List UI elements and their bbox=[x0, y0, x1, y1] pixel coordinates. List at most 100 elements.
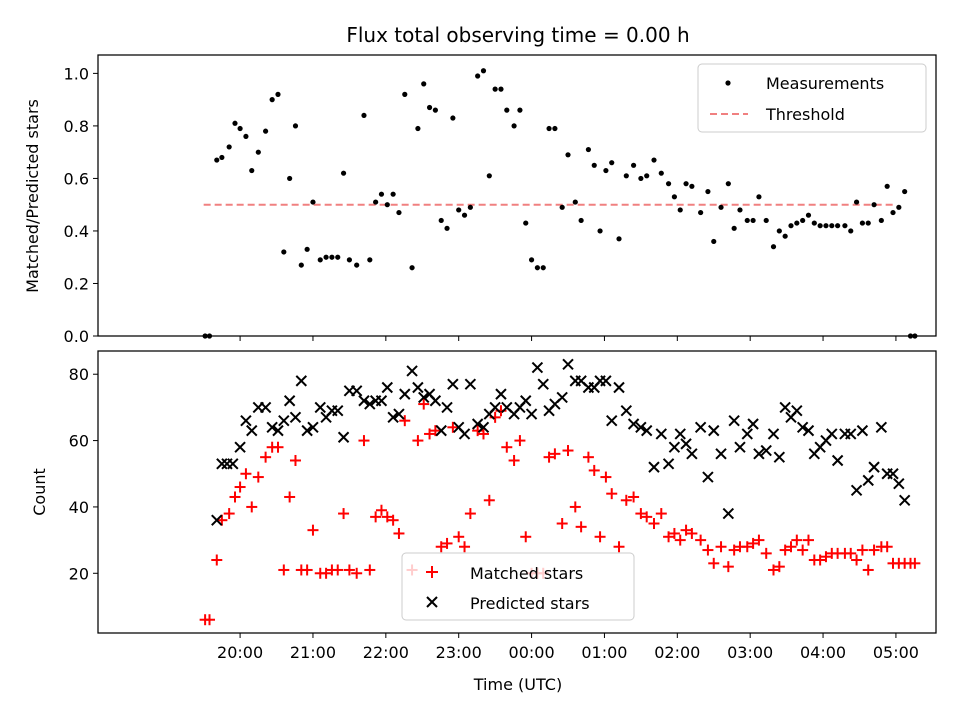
predicted-point-69 bbox=[635, 421, 647, 434]
matched-point-12 bbox=[272, 441, 284, 453]
measurement-point-19 bbox=[317, 257, 323, 263]
predicted-point-13 bbox=[289, 411, 302, 424]
matched-point-2 bbox=[211, 554, 223, 566]
predicted-point-89 bbox=[767, 428, 780, 440]
matched-point-40 bbox=[441, 537, 453, 549]
matched-point-81 bbox=[702, 544, 714, 556]
predicted-point-21 bbox=[337, 431, 350, 443]
measurement-point-17 bbox=[304, 246, 310, 252]
bottom-xtick-label-9: 05:00 bbox=[873, 643, 919, 662]
matched-point-90 bbox=[760, 547, 772, 559]
matched-point-3 bbox=[216, 514, 228, 526]
matched-point-105 bbox=[851, 554, 863, 566]
measurement-point-100 bbox=[823, 223, 829, 229]
bottom-xtick-label-8: 04:00 bbox=[800, 643, 846, 662]
matched-point-100 bbox=[820, 551, 832, 563]
matched-point-15 bbox=[289, 454, 301, 466]
measurement-point-101 bbox=[829, 223, 835, 229]
measurement-point-108 bbox=[871, 202, 877, 208]
measurement-point-115 bbox=[912, 333, 918, 339]
matched-point-20 bbox=[320, 567, 332, 579]
measurement-point-97 bbox=[805, 212, 812, 218]
matched-point-80 bbox=[695, 534, 707, 546]
matched-point-69 bbox=[620, 494, 632, 506]
predicted-point-82 bbox=[722, 507, 735, 520]
matched-point-78 bbox=[680, 524, 692, 536]
chart-title: Flux total observing time = 0.00 h bbox=[346, 23, 689, 47]
matched-point-46 bbox=[477, 428, 489, 440]
predicted-point-58 bbox=[562, 358, 574, 370]
matched-point-87 bbox=[741, 541, 753, 553]
predicted-point-31 bbox=[399, 388, 411, 400]
predicted-point-70 bbox=[641, 424, 653, 437]
bottom-ytick-label-3: 80 bbox=[69, 365, 89, 384]
top-legend: Measurements Threshold bbox=[697, 63, 927, 133]
predicted-point-15 bbox=[301, 424, 313, 437]
measurement-point-72 bbox=[644, 173, 650, 179]
measurement-point-114 bbox=[907, 333, 914, 339]
predicted-point-14 bbox=[295, 375, 308, 387]
matched-point-68 bbox=[613, 541, 625, 553]
matched-point-13 bbox=[278, 564, 290, 576]
measurement-point-24 bbox=[346, 257, 352, 263]
legend-predicted-marker bbox=[426, 596, 438, 608]
matched-point-35 bbox=[412, 435, 424, 447]
matched-point-85 bbox=[728, 544, 740, 556]
measurement-point-0 bbox=[202, 333, 208, 339]
measurement-point-81 bbox=[705, 188, 711, 195]
measurement-point-82 bbox=[711, 238, 717, 245]
top-ytick-label-3: 0.6 bbox=[64, 169, 89, 188]
measurement-point-49 bbox=[498, 86, 504, 92]
top-panel-frame bbox=[97, 54, 937, 337]
measurement-point-55 bbox=[534, 265, 541, 271]
measurement-point-23 bbox=[340, 170, 347, 176]
predicted-point-42 bbox=[464, 378, 477, 390]
top-panel: 0.0 0.2 0.4 0.6 0.8 1.0 Matched/Predicted sta… bbox=[23, 54, 937, 346]
predicted-point-32 bbox=[406, 365, 418, 377]
bottom-legend-box bbox=[401, 552, 635, 621]
measurement-point-75 bbox=[665, 181, 672, 187]
matched-point-44 bbox=[464, 508, 476, 520]
measurement-point-43 bbox=[461, 212, 468, 218]
measurement-point-113 bbox=[902, 188, 908, 195]
measurement-point-83 bbox=[718, 204, 724, 210]
matched-point-30 bbox=[381, 511, 393, 523]
predicted-point-41 bbox=[458, 428, 471, 440]
measurement-point-18 bbox=[310, 199, 316, 205]
measurement-point-51 bbox=[511, 123, 517, 129]
matched-point-6 bbox=[234, 481, 246, 493]
matched-point-60 bbox=[562, 445, 574, 457]
measurement-point-68 bbox=[616, 236, 622, 242]
predicted-point-74 bbox=[668, 441, 681, 453]
predicted-point-83 bbox=[728, 414, 740, 427]
matched-point-31 bbox=[387, 514, 399, 526]
bottom-x-ticks: 20:00 21:00 22:00 23:00 00:00 01:00 02:00 03:00… bbox=[217, 633, 919, 662]
measurement-point-41 bbox=[450, 115, 456, 121]
matched-point-95 bbox=[791, 534, 803, 546]
measurement-point-25 bbox=[354, 262, 360, 268]
predicted-point-36 bbox=[429, 395, 442, 407]
measurement-point-26 bbox=[361, 112, 367, 119]
measurement-point-15 bbox=[292, 123, 299, 129]
matched-point-51 bbox=[508, 454, 520, 466]
predicted-point-80 bbox=[708, 424, 720, 437]
measurement-point-58 bbox=[552, 125, 558, 132]
measurement-point-85 bbox=[731, 225, 737, 231]
measurement-point-70 bbox=[630, 162, 637, 168]
matched-point-18 bbox=[307, 524, 319, 536]
measurement-point-27 bbox=[367, 257, 373, 263]
predicted-point-105 bbox=[862, 474, 874, 487]
bottom-xtick-label-5: 01:00 bbox=[581, 643, 627, 662]
measurement-point-22 bbox=[335, 254, 341, 260]
predicted-point-29 bbox=[387, 411, 399, 424]
matched-point-8 bbox=[246, 501, 258, 513]
measurement-point-103 bbox=[842, 223, 848, 229]
matched-point-14 bbox=[284, 491, 296, 503]
top-x-ticks bbox=[239, 336, 897, 341]
matched-point-94 bbox=[785, 541, 797, 553]
bottom-xtick-label-4: 00:00 bbox=[509, 643, 555, 662]
measurement-point-74 bbox=[658, 170, 664, 176]
measurement-point-34 bbox=[409, 265, 415, 271]
predicted-point-88 bbox=[760, 444, 772, 457]
matched-point-67 bbox=[606, 488, 618, 500]
